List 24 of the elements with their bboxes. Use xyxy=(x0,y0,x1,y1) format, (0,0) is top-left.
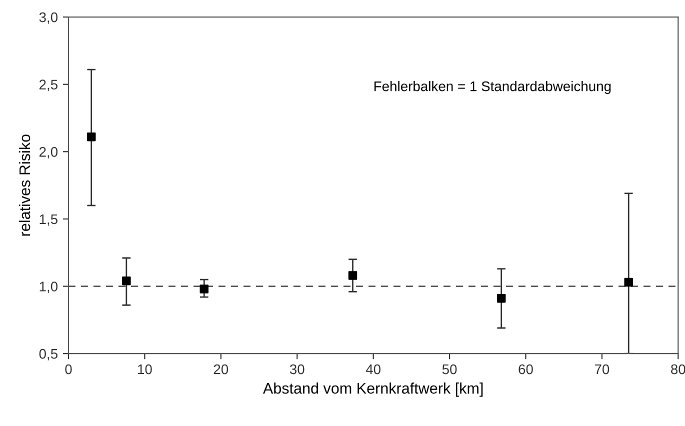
x-tick-label: 80 xyxy=(671,364,685,374)
annotation: Fehlerbalken = 1 Standardabweichung xyxy=(374,81,611,94)
point xyxy=(86,132,96,142)
point xyxy=(624,278,633,287)
y-tick-label: 1,5 xyxy=(40,214,58,226)
x-tick-label: 70 xyxy=(594,364,610,374)
x-tick-label: 30 xyxy=(290,364,304,374)
point xyxy=(122,276,131,286)
y-axis-title: relatives Risiko xyxy=(18,134,30,236)
y-tick-label: 2,5 xyxy=(39,80,58,92)
x-tick-label: 40 xyxy=(366,364,381,374)
y-tick-label: 0,5 xyxy=(39,348,58,360)
y-tick-label: 3,0 xyxy=(39,12,58,24)
point xyxy=(200,284,209,294)
x-tick-label: 10 xyxy=(138,364,152,374)
y-tick-label: 2,0 xyxy=(39,146,58,158)
x-tick-label: 50 xyxy=(442,364,457,374)
x-tick-label: 60 xyxy=(518,364,533,374)
point xyxy=(496,294,506,303)
x-axis-title: Abstand vom Kernkraftwerk [km] xyxy=(262,382,483,397)
y-tick-label: 1,0 xyxy=(40,282,58,294)
x-tick-label: 20 xyxy=(214,364,228,374)
x-tick-label: 0 xyxy=(65,364,72,374)
point xyxy=(348,271,358,280)
